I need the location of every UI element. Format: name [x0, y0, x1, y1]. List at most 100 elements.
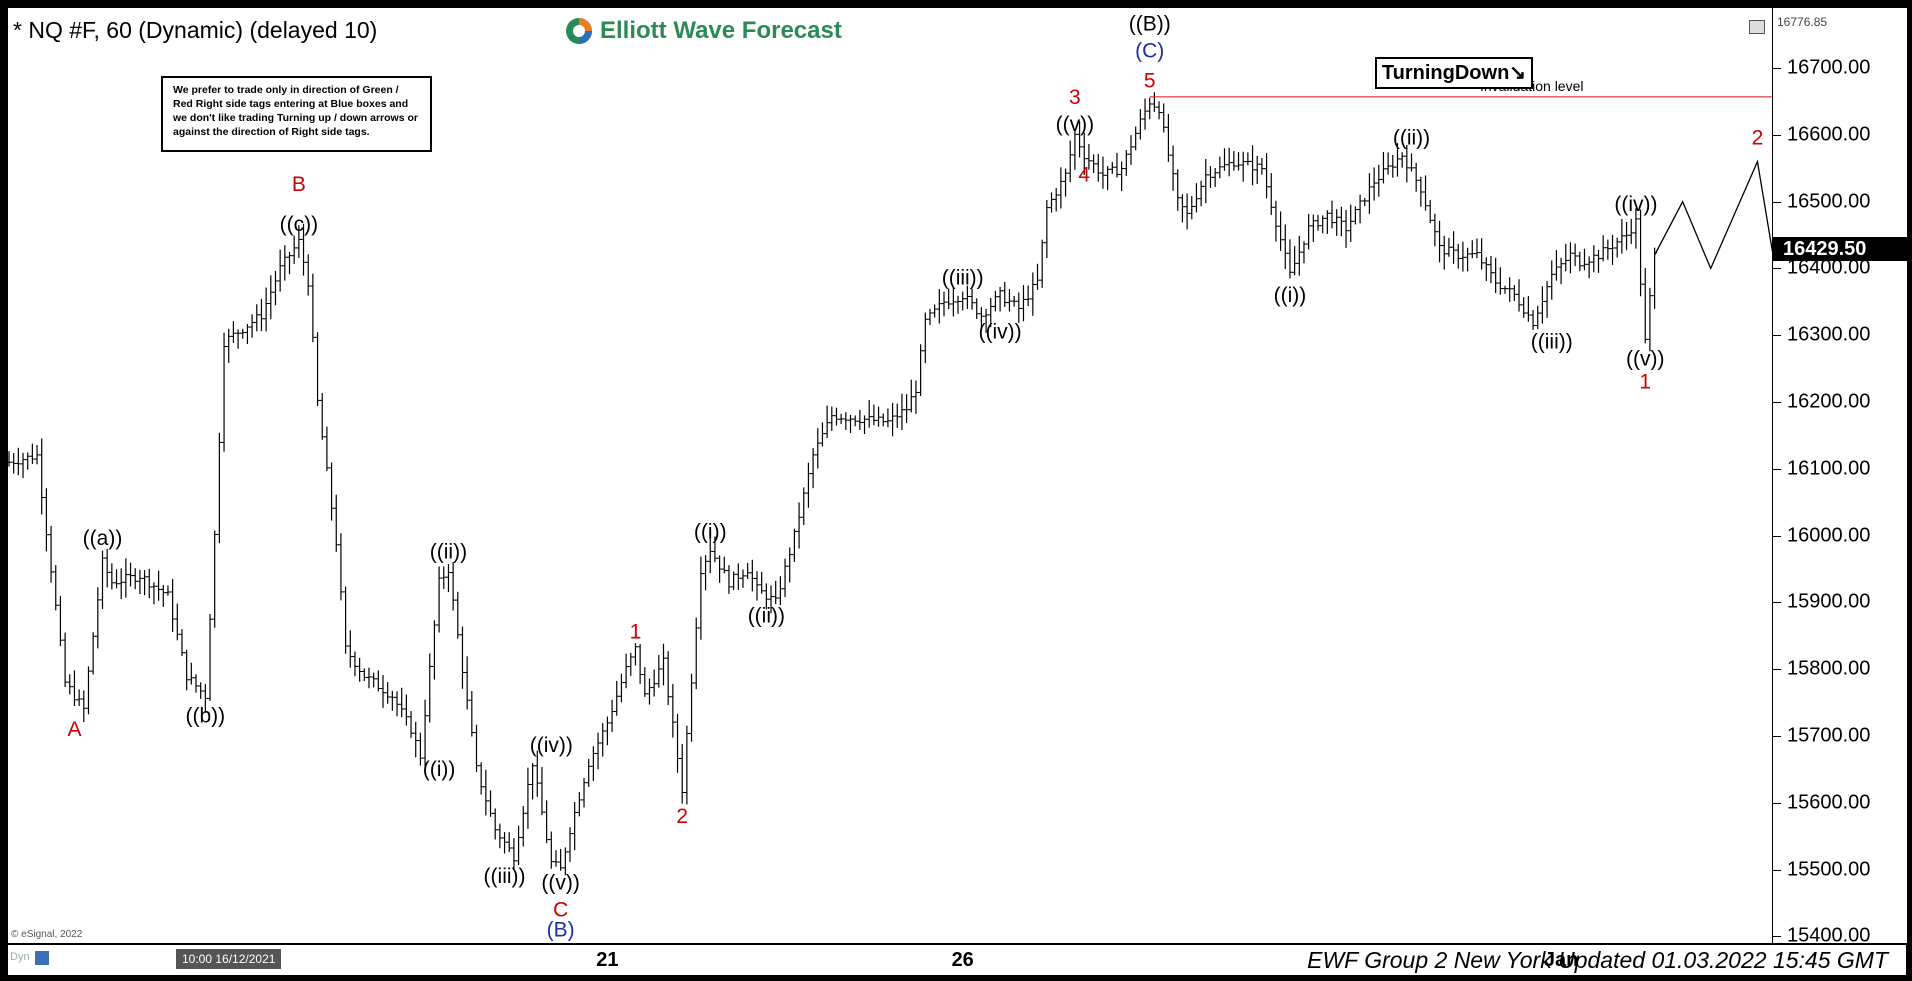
wave-label: 5: [1144, 69, 1156, 92]
ohlc-bar: [955, 295, 961, 314]
ohlc-bar: [553, 850, 559, 867]
ohlc-bar: [1423, 175, 1429, 211]
ohlc-bar: [333, 494, 339, 552]
plot-area[interactable]: Invalidation level16656.88A((a))((b))B((…: [8, 8, 1772, 943]
ohlc-bar: [1628, 218, 1634, 244]
time-axis[interactable]: Dyn 10:00 16/12/2021 21 26 Jan EWF Group 2…: [8, 944, 1906, 975]
ohlc-bar: [1586, 256, 1592, 279]
ohlc-bar: [1035, 263, 1040, 290]
ohlc-bar: [8, 451, 12, 467]
ohlc-bar: [506, 832, 512, 853]
ohlc-bar: [632, 643, 638, 666]
ohlc-bar: [586, 758, 592, 787]
ohlc-bar: [291, 235, 297, 265]
ohlc-bar: [146, 568, 152, 599]
ohlc-bar: [436, 566, 442, 633]
ohlc-bar: [759, 571, 765, 594]
ohlc-bar: [1245, 152, 1251, 166]
wave-label: ((i)): [1274, 284, 1307, 307]
ohlc-bar: [1385, 152, 1391, 175]
ohlc-bar: [1357, 194, 1363, 224]
ohlc-bar: [1296, 235, 1302, 276]
ohlc-bar: [1605, 239, 1611, 260]
ohlc-bar: [572, 802, 578, 851]
ohlc-bar: [81, 690, 87, 723]
ohlc-bar: [609, 699, 615, 732]
ohlc-bar: [57, 596, 63, 647]
ohlc-bar: [1549, 260, 1555, 300]
ohlc-bar: [567, 827, 573, 862]
ohlc-bar: [100, 550, 105, 609]
ohlc-bar: [1366, 173, 1372, 214]
price-tick-mark: [1773, 201, 1781, 203]
ohlc-bar: [1624, 222, 1630, 251]
ohlc-bar: [1142, 98, 1148, 130]
ohlc-bar: [721, 556, 727, 574]
ohlc-bar: [988, 297, 994, 328]
ohlc-bar: [310, 273, 316, 343]
wave-label: ((iv)): [530, 734, 573, 757]
ohlc-bar: [637, 644, 643, 684]
ohlc-bar: [422, 699, 428, 770]
ohlc-bar: [43, 488, 49, 552]
ohlc-bar: [1212, 167, 1218, 188]
ohlc-bar: [1264, 153, 1270, 199]
ohlc-bar: [39, 438, 45, 515]
ohlc-bar: [950, 287, 956, 317]
ohlc-bar: [109, 563, 115, 590]
wave-label: ((v)): [541, 872, 579, 895]
ohlc-bar: [1315, 214, 1321, 231]
ohlc-bar: [1058, 167, 1064, 209]
ohlc-bar: [866, 399, 872, 428]
ohlc-bar: [1226, 147, 1232, 177]
ohlc-bar: [445, 564, 451, 593]
wave-label: 1: [1639, 371, 1651, 394]
ohlc-bar: [1511, 285, 1517, 302]
ohlc-bar: [670, 683, 676, 738]
ohlc-bar: [773, 580, 779, 605]
ohlc-bar: [132, 568, 138, 590]
price-tick-mark: [1773, 802, 1781, 804]
ohlc-bar: [833, 407, 839, 426]
ohlc-bar: [689, 673, 695, 742]
price-axis[interactable]: 16776.85 16700.00 16600.00 16500.00 16400.0…: [1772, 8, 1907, 947]
ohlc-bar: [1161, 103, 1167, 133]
ohlc-bar: [1189, 196, 1195, 220]
maximize-icon[interactable]: [1749, 20, 1765, 34]
wave-label: B: [292, 173, 306, 196]
ohlc-bar: [1123, 150, 1129, 176]
ohlc-bar: [787, 547, 793, 583]
ohlc-bar: [104, 548, 110, 588]
ohlc-bar: [848, 414, 853, 433]
ohlc-bar: [76, 689, 82, 706]
ohlc-bar: [801, 487, 807, 526]
ohlc-bar: [399, 687, 405, 718]
wave-label: C: [553, 898, 568, 921]
ohlc-bar: [698, 556, 704, 640]
ohlc-bar: [1072, 128, 1078, 170]
price-tick-label: 15800.00: [1787, 657, 1871, 680]
ohlc-bar: [1376, 164, 1382, 197]
ohlc-bar: [1086, 143, 1092, 170]
ohlc-bar: [48, 525, 54, 583]
ohlc-bar: [1493, 257, 1499, 294]
ohlc-bar: [1642, 268, 1648, 344]
ohlc-bar: [319, 393, 325, 440]
ohlc-bar: [1053, 187, 1059, 212]
ohlc-bar: [997, 286, 1003, 312]
cursor-date-label: 10:00 16/12/2021: [176, 949, 282, 969]
dyn-icon[interactable]: [35, 951, 49, 965]
ohlc-bar: [838, 413, 844, 425]
ohlc-bar: [403, 694, 409, 726]
ohlc-bar: [941, 291, 947, 317]
ohlc-bar: [1329, 200, 1335, 229]
ohlc-bar: [1292, 246, 1298, 276]
wave-label: ((ii)): [1393, 126, 1430, 149]
ohlc-bar: [417, 732, 423, 766]
ohlc-bar: [749, 559, 755, 592]
ohlc-bar: [170, 578, 176, 632]
ohlc-bar: [1049, 192, 1055, 213]
ohlc-bar: [1063, 168, 1069, 197]
ohlc-bar: [1109, 161, 1115, 174]
price-tick-label: 16500.00: [1787, 190, 1871, 213]
